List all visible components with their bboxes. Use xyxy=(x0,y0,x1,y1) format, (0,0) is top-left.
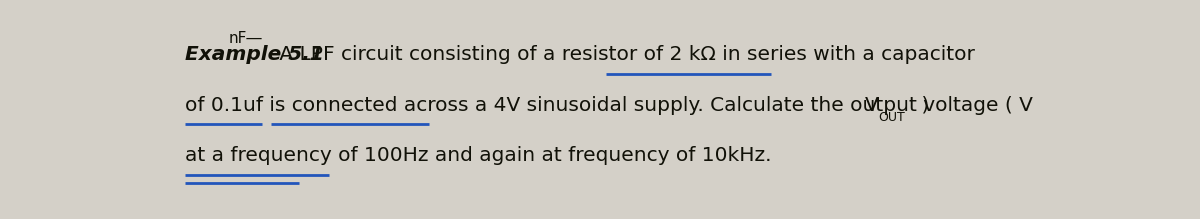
Text: of 0.1uf is connected across a 4V sinusoidal supply. Calculate the output voltag: of 0.1uf is connected across a 4V sinuso… xyxy=(185,96,1033,115)
Text: OUT: OUT xyxy=(878,111,905,124)
Text: ): ) xyxy=(916,96,930,115)
Text: Example 5.1: Example 5.1 xyxy=(185,45,324,64)
Text: nF―: nF― xyxy=(229,31,263,46)
Text: at a frequency of 100Hz and again at frequency of 10kHz.: at a frequency of 100Hz and again at fre… xyxy=(185,146,772,165)
Text: A LPF circuit consisting of a resistor of 2 kΩ in series with a capacitor: A LPF circuit consisting of a resistor o… xyxy=(272,45,974,64)
Text: V: V xyxy=(865,96,878,115)
